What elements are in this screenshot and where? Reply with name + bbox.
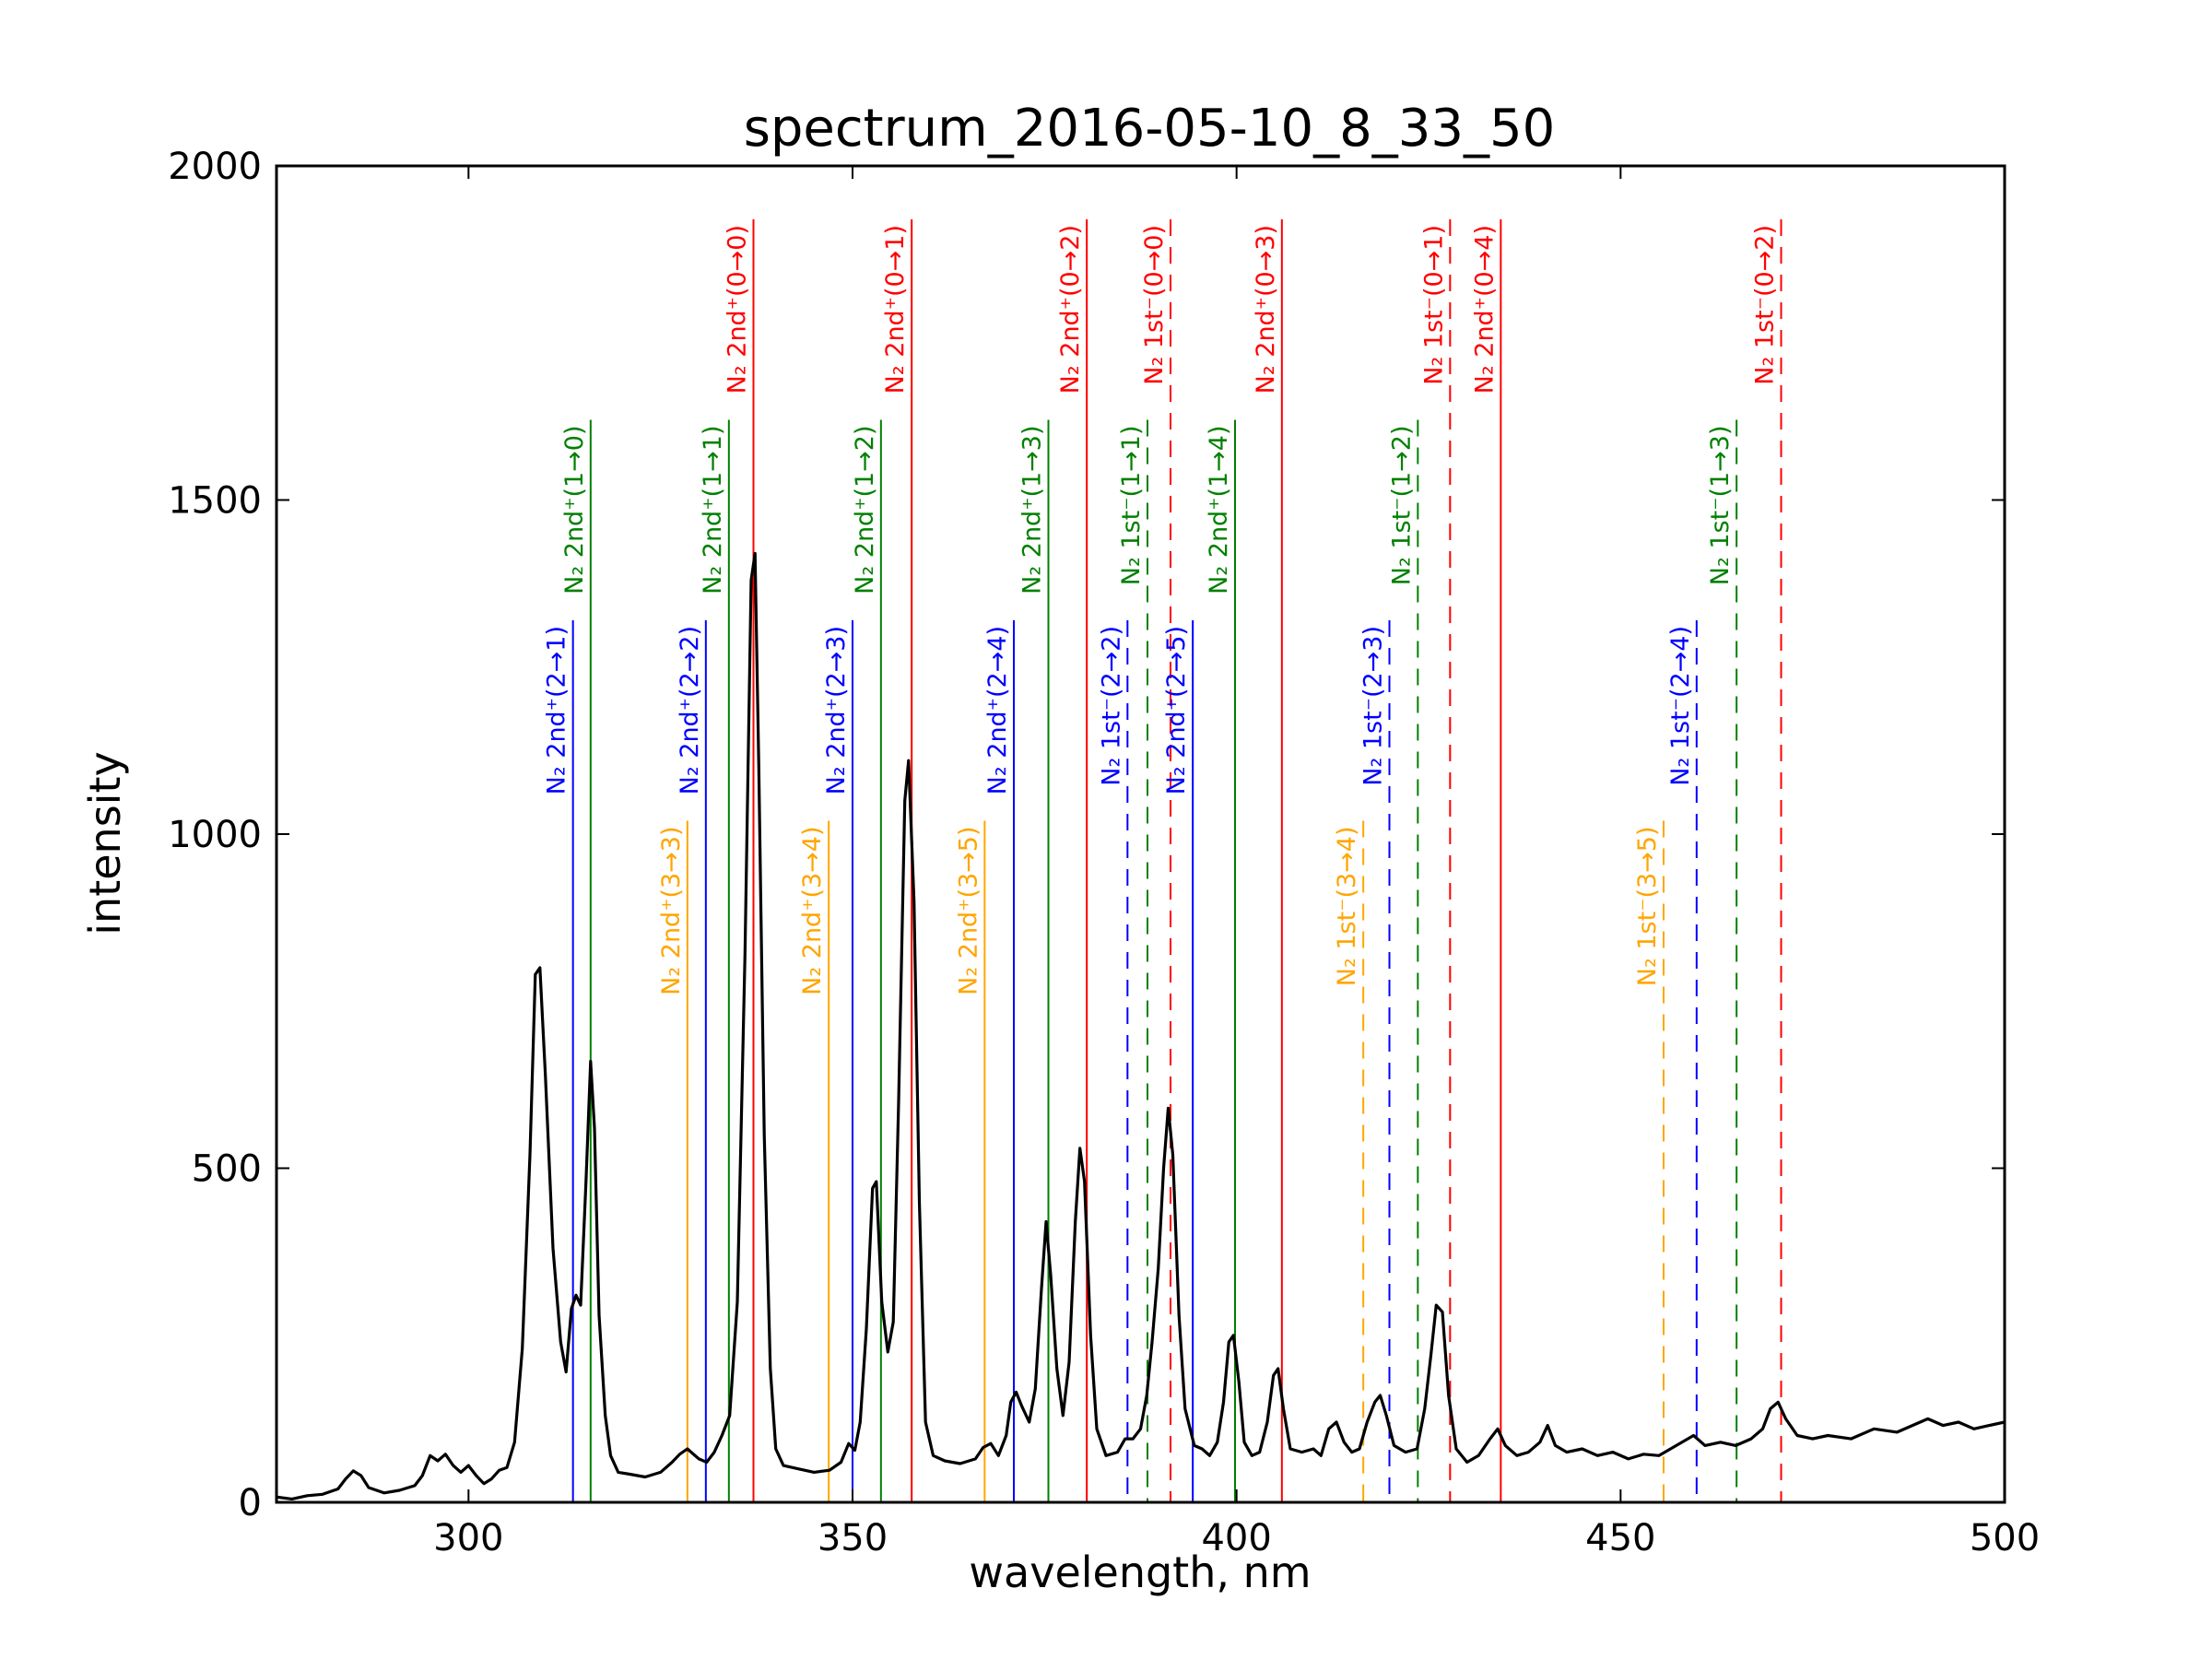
y-tick-label: 500 [192,1148,262,1191]
y-axis-label: intensity [80,751,130,935]
spectrum-line [276,551,2005,1501]
x-tick-label: 450 [1585,1517,1655,1559]
transition-label: N₂ 2nd⁺(0→1) [881,225,910,394]
transition-label: N₂ 2nd⁺(0→2) [1056,225,1085,394]
x-tick-label: 300 [433,1517,503,1559]
transition-label: N₂ 1st⁻(2→2) [1097,626,1125,786]
transition-label: N₂ 1st⁻(0→1) [1419,225,1448,385]
transition-label: N₂ 2nd⁺(1→0) [560,426,589,594]
transition-label: N₂ 2nd⁺(1→3) [1018,426,1047,594]
transition-label: N₂ 2nd⁺(2→1) [543,626,571,794]
transition-label: N₂ 2nd⁺(2→4) [983,626,1012,794]
transition-label: N₂ 2nd⁺(0→3) [1252,225,1280,394]
transition-label: N₂ 2nd⁺(1→2) [851,426,879,594]
transition-label: N₂ 1st⁻(1→3) [1706,426,1735,586]
transition-label: N₂ 2nd⁺(1→1) [699,426,727,594]
y-tick-label: 0 [239,1482,262,1524]
y-tick-label: 1500 [168,480,262,523]
x-tick-label: 500 [1970,1517,2040,1559]
x-axis-label: wavelength, nm [969,1547,1311,1597]
transition-label: N₂ 1st⁻(0→2) [1751,225,1780,385]
transition-label: N₂ 1st⁻(3→5) [1633,827,1662,987]
transition-label: N₂ 2nd⁺(3→5) [954,827,982,995]
y-tick-label: 1000 [168,814,262,856]
transition-label: N₂ 2nd⁺(2→2) [676,626,704,794]
transition-label: N₂ 1st⁻(2→4) [1666,626,1695,786]
transition-label: N₂ 2nd⁺(0→0) [724,225,752,394]
transition-label: N₂ 2nd⁺(1→4) [1205,426,1233,594]
x-tick-label: 400 [1201,1517,1271,1559]
transition-label: N₂ 2nd⁺(2→3) [822,626,851,794]
y-tick-label: 2000 [168,146,262,188]
transition-label: N₂ 2nd⁺(3→3) [657,827,686,995]
transition-label: N₂ 1st⁻(3→4) [1333,827,1361,987]
x-tick-label: 350 [818,1517,888,1559]
transition-label: N₂ 1st⁻(1→1) [1117,426,1146,586]
transition-label: N₂ 2nd⁺(0→4) [1470,225,1499,394]
transition-label: N₂ 2nd⁺(3→4) [798,827,827,995]
transition-label: N₂ 1st⁻(0→0) [1140,225,1169,385]
transition-label: N₂ 1st⁻(1→2) [1387,426,1416,586]
plot-area [276,219,2005,1502]
chart-title: spectrum_2016-05-10_8_33_50 [744,99,1556,159]
transition-label: N₂ 2nd⁺(2→5) [1162,626,1191,794]
transition-label: N₂ 1st⁻(2→3) [1359,626,1388,786]
